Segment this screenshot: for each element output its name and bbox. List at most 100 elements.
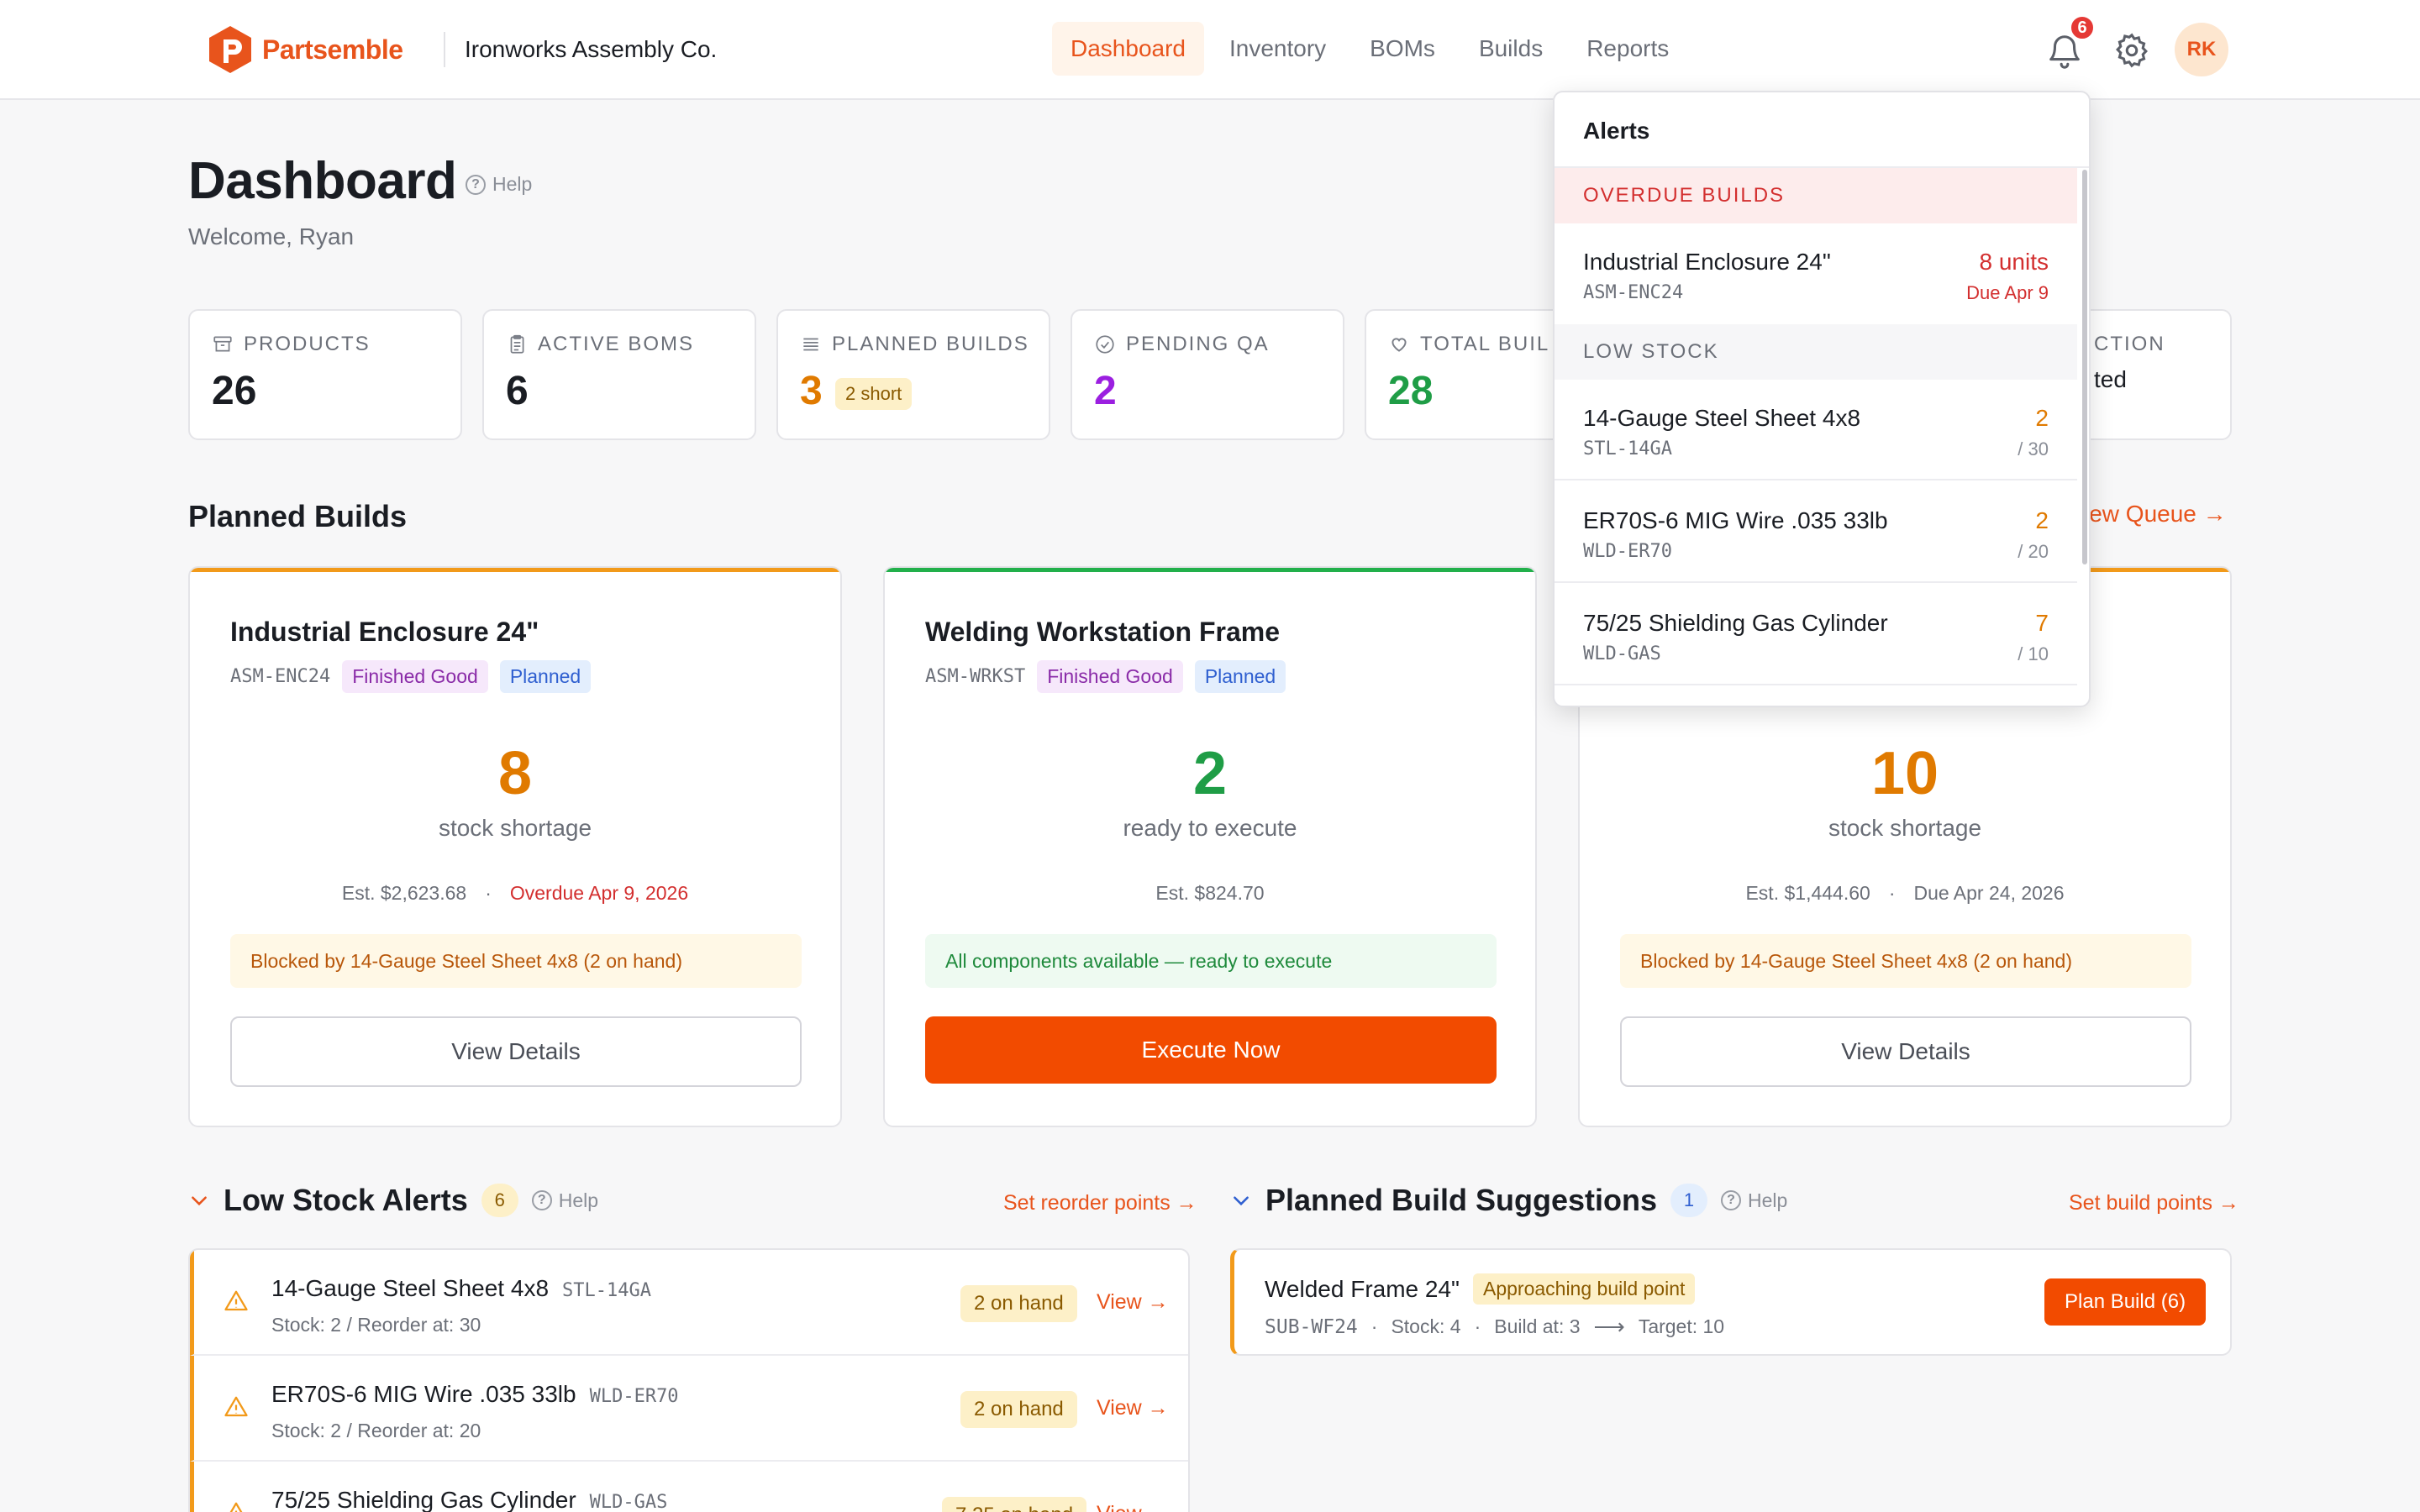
help-icon: ? <box>1721 1190 1742 1210</box>
stat-card-products[interactable]: PRODUCTS 26 <box>188 309 462 440</box>
card-accent <box>885 568 1535 572</box>
card-note: Blocked by 14-Gauge Steel Sheet 4x8 (2 o… <box>1620 934 2191 988</box>
nav-builds[interactable]: Builds <box>1478 35 1544 61</box>
alert-item[interactable]: Industrial Enclosure 24" ASM-ENC24 8 uni… <box>1555 223 2077 324</box>
card-number: 10 <box>1870 740 1939 807</box>
card-sku: ASM-ENC24 <box>230 666 331 687</box>
suggestion-target: Target: 10 <box>1638 1315 1725 1337</box>
suggestion-build-at: Build at: 3 <box>1494 1315 1581 1337</box>
list-item[interactable]: ER70S-6 MIG Wire .035 33lb WLD-ER70 Stock… <box>190 1356 1188 1462</box>
list-item[interactable]: 75/25 Shielding Gas Cylinder WLD-GAS 7.25… <box>190 1462 1188 1512</box>
item-meta: Stock: 2 / Reorder at: 20 <box>271 1420 481 1441</box>
suggestion-item: Welded Frame 24" Approaching build point… <box>1230 1248 2232 1356</box>
alert-sku: WLD-GAS <box>1583 643 1661 664</box>
list-item[interactable]: 14-Gauge Steel Sheet 4x8 STL-14GA Stock: … <box>190 1250 1188 1356</box>
card-due: Overdue Apr 9, 2026 <box>509 882 689 904</box>
top-bar: Partsemble Ironworks Assembly Co. Dashbo… <box>0 0 2420 100</box>
main-nav: Dashboard Inventory BOMs Builds Reports <box>1052 22 1687 76</box>
alert-item[interactable]: 14-Gauge Steel Sheet 4x8 STL-14GA 2 / 30 <box>1555 380 2077 480</box>
alert-qty: 8 units <box>1979 249 2049 275</box>
view-details-button[interactable]: View Details <box>230 1016 802 1087</box>
help-label: Help <box>1748 1189 1788 1211</box>
suggestions-header: Planned Build Suggestions 1 ? Help <box>1230 1183 1787 1218</box>
view-details-button[interactable]: View Details <box>1620 1016 2191 1087</box>
on-hand-badge: 7.25 on hand <box>942 1497 1087 1512</box>
chevron-down-icon[interactable] <box>1230 1189 1252 1211</box>
alerts-scrollbar[interactable] <box>2082 170 2087 564</box>
card-number: 8 <box>497 740 533 807</box>
low-stock-label: LOW STOCK <box>1555 324 2077 380</box>
view-link[interactable]: View → <box>1097 1502 1169 1512</box>
alert-name: 75/25 Shielding Gas Cylinder <box>1583 610 1888 636</box>
stat-card-active-boms[interactable]: ACTIVE BOMS 6 <box>482 309 756 440</box>
card-note: Blocked by 14-Gauge Steel Sheet 4x8 (2 o… <box>230 934 802 988</box>
suggestion-name: Welded Frame 24" <box>1265 1275 1460 1302</box>
card-sku: ASM-WRKST <box>925 666 1026 687</box>
status-tag: Planned <box>499 660 592 693</box>
help-label: Help <box>492 173 533 195</box>
card-title: Welding Workstation Frame <box>925 617 1280 647</box>
stat-card-planned-builds[interactable]: PLANNED BUILDS 3 2 short <box>776 309 1050 440</box>
logo-icon <box>209 26 251 73</box>
list-icon <box>803 338 818 351</box>
clipboard-icon <box>510 334 524 354</box>
stat-label: PLANNED BUILDS <box>832 333 1029 355</box>
set-build-points-link[interactable]: Set build points → <box>2069 1191 2239 1215</box>
low-stock-help[interactable]: ? Help <box>531 1189 598 1212</box>
check-circle-icon <box>1096 335 1114 354</box>
low-stock-list: 14-Gauge Steel Sheet 4x8 STL-14GA Stock: … <box>188 1248 1190 1512</box>
execute-now-button[interactable]: Execute Now <box>925 1016 1497 1084</box>
view-link[interactable]: View → <box>1097 1290 1169 1314</box>
alert-due: Due Apr 9 <box>1966 282 2049 303</box>
alert-qty: 7 <box>2035 610 2049 636</box>
nav-inventory[interactable]: Inventory <box>1228 35 1327 61</box>
arrow-right-icon: ⟶ <box>1593 1314 1625 1339</box>
stat-value: 28 <box>1388 369 1434 413</box>
stat-value: 3 <box>800 369 823 413</box>
avatar[interactable]: RK <box>2175 23 2228 76</box>
build-card: Industrial Enclosure 24" ASM-ENC24 Finis… <box>188 566 842 1127</box>
page-help-link[interactable]: ? Help <box>466 173 532 196</box>
suggestions-help[interactable]: ? Help <box>1721 1189 1787 1212</box>
bell-icon[interactable] <box>2045 32 2084 71</box>
gear-icon[interactable] <box>2112 31 2151 70</box>
item-meta: Stock: 2 / Reorder at: 30 <box>271 1314 481 1336</box>
plan-build-button[interactable]: Plan Build (6) <box>2044 1278 2207 1326</box>
card-number-label: stock shortage <box>1828 815 1982 841</box>
card-number: 2 <box>1192 740 1228 807</box>
stat-card-pending-qa[interactable]: PENDING QA 2 <box>1071 309 1344 440</box>
card-title: Industrial Enclosure 24" <box>230 617 539 647</box>
set-reorder-points-link[interactable]: Set reorder points → <box>1003 1191 1197 1215</box>
stat-value: 2 <box>1094 369 1117 413</box>
alert-sku: STL-14GA <box>1583 438 1672 459</box>
view-queue-link[interactable]: iew Queue → <box>2084 501 2227 527</box>
status-tag: Planned <box>1194 660 1286 693</box>
heart-icon <box>1392 338 1407 352</box>
suggestion-stock: Stock: 4 <box>1391 1315 1461 1337</box>
alert-item[interactable]: ER70S-6 MIG Wire .035 33lb WLD-ER70 2 / … <box>1555 482 2077 583</box>
suggestions-title: Planned Build Suggestions <box>1265 1183 1658 1217</box>
alert-sku: ASM-ENC24 <box>1583 282 1684 303</box>
short-badge: 2 short <box>835 378 913 410</box>
alert-name: Industrial Enclosure 24" <box>1583 249 1831 275</box>
item-name: ER70S-6 MIG Wire .035 33lb <box>271 1381 576 1407</box>
type-tag: Finished Good <box>342 660 488 693</box>
nav-reports[interactable]: Reports <box>1586 35 1670 61</box>
welcome-message: Welcome, Ryan <box>188 223 355 249</box>
card-number-label: ready to execute <box>1123 815 1297 841</box>
help-icon: ? <box>466 174 486 195</box>
overdue-builds-label: OVERDUE BUILDS <box>1555 168 2077 223</box>
item-sku: STL-14GA <box>562 1280 651 1301</box>
nav-dashboard[interactable]: Dashboard <box>1052 22 1204 76</box>
card-cost: Est. $824.70 <box>1155 882 1265 904</box>
nav-boms[interactable]: BOMs <box>1370 35 1435 61</box>
card-due: Due Apr 24, 2026 <box>1913 882 2065 904</box>
brand-logo[interactable]: Partsemble <box>207 22 403 77</box>
view-link[interactable]: View → <box>1097 1396 1169 1420</box>
alerts-dropdown: Alerts OVERDUE BUILDS Industrial Enclosu… <box>1553 91 2091 707</box>
alert-item[interactable]: 75/25 Shielding Gas Cylinder WLD-GAS 7 /… <box>1555 585 2077 685</box>
chevron-down-icon[interactable] <box>188 1189 210 1211</box>
alerts-title: Alerts <box>1583 118 1650 144</box>
help-icon: ? <box>531 1190 552 1210</box>
suggestion-tag: Approaching build point <box>1472 1273 1696 1305</box>
